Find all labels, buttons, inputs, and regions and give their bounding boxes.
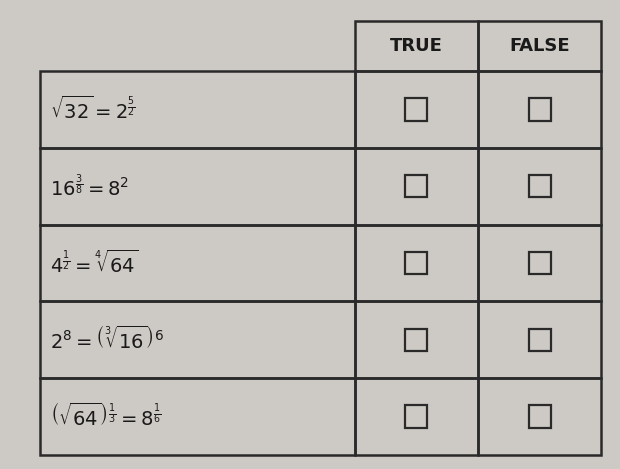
Bar — [478, 225, 601, 302]
Bar — [405, 405, 427, 428]
Text: $\sqrt{32} = 2^{\frac{5}{2}}$: $\sqrt{32} = 2^{\frac{5}{2}}$ — [50, 96, 135, 123]
Bar — [355, 71, 478, 148]
Text: $4^{\frac{1}{2}} = \sqrt[4]{64}$: $4^{\frac{1}{2}} = \sqrt[4]{64}$ — [50, 250, 138, 277]
Text: $2^{8} = \left(\sqrt[3]{16}\right)^{6}$: $2^{8} = \left(\sqrt[3]{16}\right)^{6}$ — [50, 326, 164, 353]
Bar — [478, 71, 601, 148]
Bar — [478, 378, 601, 455]
Bar — [405, 329, 427, 351]
Bar — [40, 148, 355, 225]
Bar — [355, 302, 478, 378]
Bar — [355, 225, 478, 302]
Bar — [478, 302, 601, 378]
Bar — [405, 252, 427, 274]
Text: $16^{\frac{3}{8}} = 8^{2}$: $16^{\frac{3}{8}} = 8^{2}$ — [50, 173, 129, 199]
Bar — [355, 21, 478, 71]
Text: $\left(\sqrt{64}\right)^{\frac{1}{3}} = 8^{\frac{1}{6}}$: $\left(\sqrt{64}\right)^{\frac{1}{3}} = … — [50, 403, 161, 430]
Bar — [405, 175, 427, 197]
Bar — [40, 225, 355, 302]
Bar — [528, 98, 551, 121]
Bar — [355, 148, 478, 225]
Bar — [40, 378, 355, 455]
Bar — [40, 302, 355, 378]
Bar — [528, 329, 551, 351]
Text: TRUE: TRUE — [390, 37, 443, 55]
Bar — [478, 148, 601, 225]
Bar — [528, 405, 551, 428]
Bar — [405, 98, 427, 121]
Bar — [528, 252, 551, 274]
Bar — [40, 71, 355, 148]
Bar — [478, 21, 601, 71]
Bar — [355, 378, 478, 455]
Bar — [528, 175, 551, 197]
Text: FALSE: FALSE — [510, 37, 570, 55]
